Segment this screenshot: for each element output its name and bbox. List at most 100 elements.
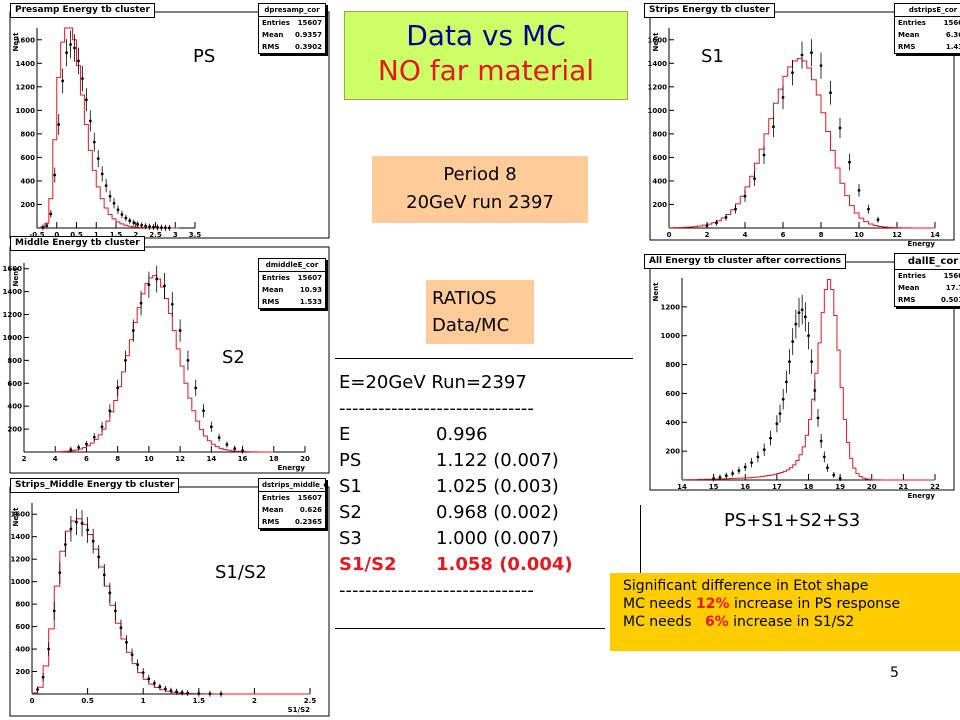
y-tick-label: 600 xyxy=(20,154,35,162)
data-point xyxy=(803,302,807,332)
data-point xyxy=(829,80,832,105)
stats-value: 10.93 xyxy=(299,286,322,294)
stats-value: 0.9357 xyxy=(294,31,322,39)
stats-label: Mean xyxy=(262,506,284,514)
stats-label: RMS xyxy=(262,298,280,306)
y-axis-label: Nent xyxy=(12,267,20,287)
mc-histogram-line xyxy=(668,58,935,229)
row-value: 1.122 (0.007) xyxy=(436,450,559,471)
stats-name: dmiddleE_cor xyxy=(259,259,325,272)
data-marker xyxy=(712,477,716,480)
x-axis-label: S1/S2 xyxy=(288,706,311,714)
data-point xyxy=(114,601,117,621)
data-marker xyxy=(788,360,791,364)
x-axis-label: Energy xyxy=(907,240,935,248)
data-point xyxy=(819,52,823,79)
x-tick-label: 20 xyxy=(300,455,310,463)
data-marker xyxy=(124,216,128,220)
data-point xyxy=(800,41,804,69)
table-top-rule xyxy=(335,358,633,359)
data-marker xyxy=(73,46,76,50)
ratio-table: E=20GeV Run=2397 -----------------------… xyxy=(339,370,573,604)
y-tick-label: 1400 xyxy=(16,60,36,68)
data-marker xyxy=(88,119,92,123)
data-point xyxy=(49,210,53,218)
data-point xyxy=(169,687,173,694)
y-tick-label: 400 xyxy=(15,646,30,654)
data-point xyxy=(807,322,810,350)
stats-row: Mean 0.626 xyxy=(259,504,325,516)
y-tick-label: 400 xyxy=(20,177,35,185)
x-tick-label: 2 xyxy=(133,231,138,239)
row-value: 1.025 (0.003) xyxy=(436,476,559,497)
data-point xyxy=(848,153,851,171)
note-line3: MC needs 6% increase in S1/S2 xyxy=(623,613,960,631)
data-point xyxy=(180,689,184,696)
plot-title: Strips Energy tb cluster xyxy=(644,3,775,18)
data-marker xyxy=(731,472,734,475)
data-marker xyxy=(813,389,817,392)
period-line1: Period 8 xyxy=(443,164,517,185)
y-tick-label: 600 xyxy=(665,390,680,398)
x-tick-label: 0.5 xyxy=(81,697,94,705)
data-marker xyxy=(77,446,81,449)
data-point xyxy=(156,224,159,231)
data-marker xyxy=(80,521,84,525)
x-tick-label: 21 xyxy=(899,483,909,491)
data-point xyxy=(194,379,198,396)
plot-title: All Energy tb cluster after corrections xyxy=(644,254,846,269)
data-marker xyxy=(186,691,190,695)
data-point xyxy=(876,216,880,223)
data-marker xyxy=(92,140,96,144)
data-marker xyxy=(750,461,753,465)
data-point xyxy=(857,184,861,197)
x-tick-label: 1.5 xyxy=(110,231,123,239)
data-point xyxy=(41,673,45,682)
x-tick-label: 0.5 xyxy=(70,231,83,239)
data-point xyxy=(724,472,728,479)
stats-row: Entries 15607 xyxy=(259,272,325,284)
data-point xyxy=(800,294,804,325)
data-point xyxy=(219,690,223,697)
y-tick-label: 1200 xyxy=(3,311,23,319)
data-marker xyxy=(816,416,820,420)
data-marker xyxy=(152,681,156,685)
stats-label: Entries xyxy=(262,494,290,502)
data-marker xyxy=(753,177,756,180)
table-right-rule xyxy=(640,505,641,635)
y-tick-label: 1200 xyxy=(16,83,36,91)
data-point xyxy=(100,421,104,432)
data-marker xyxy=(104,184,108,188)
x-tick-label: 6 xyxy=(781,231,786,239)
data-marker xyxy=(781,397,785,401)
data-marker xyxy=(114,609,117,613)
row-value: 0.968 (0.002) xyxy=(436,502,559,523)
data-point xyxy=(61,68,65,94)
stats-label: Entries xyxy=(898,272,926,280)
y-tick-label: 1000 xyxy=(648,107,668,115)
x-tick-label: 0 xyxy=(667,231,672,239)
data-point xyxy=(80,510,84,537)
data-point xyxy=(167,224,171,231)
data-marker xyxy=(743,465,747,469)
data-marker xyxy=(737,469,741,473)
data-point xyxy=(208,690,212,697)
stats-row: Mean 0.9357 xyxy=(259,29,325,41)
data-point xyxy=(148,223,151,230)
data-point xyxy=(84,88,88,112)
data-point xyxy=(778,404,782,423)
data-marker xyxy=(53,173,57,177)
data-point xyxy=(772,116,775,138)
data-marker xyxy=(170,302,174,306)
data-marker xyxy=(136,663,140,667)
row-name: S1 xyxy=(339,476,362,497)
data-marker xyxy=(219,692,223,696)
x-tick-label: 2 xyxy=(705,231,710,239)
y-tick-label: 1200 xyxy=(11,556,31,564)
row-name: S2 xyxy=(339,502,362,523)
data-marker xyxy=(241,449,244,453)
data-point xyxy=(144,223,148,230)
y-tick-label: 1000 xyxy=(661,332,681,340)
data-marker xyxy=(49,212,53,216)
data-marker xyxy=(108,591,112,595)
